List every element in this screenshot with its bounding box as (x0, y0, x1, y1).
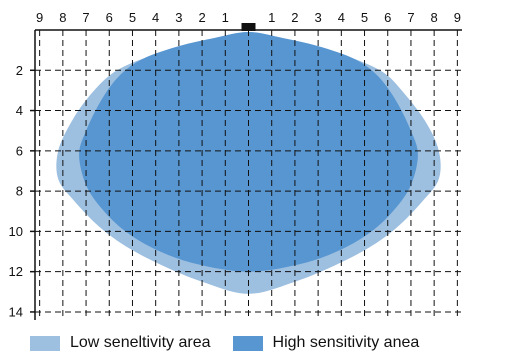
x-tick-label: 8 (431, 10, 438, 25)
x-tick-label: 7 (407, 10, 414, 25)
x-tick-label: 2 (291, 10, 298, 25)
legend-swatch-high-sensitivity (232, 335, 263, 351)
grid-layer (35, 30, 462, 320)
legend: Low seneltivity area High sensitivity an… (30, 334, 419, 352)
y-tick-label: 10 (9, 224, 23, 239)
x-tick-label: 1 (268, 10, 275, 25)
x-tick-label: 5 (129, 10, 136, 25)
legend-item-high-sensitivity: High sensitivity anea (232, 334, 420, 352)
legend-label-high-sensitivity: High sensitivity anea (272, 334, 420, 351)
x-tick-label: 1 (222, 10, 229, 25)
x-tick-label: 6 (106, 10, 113, 25)
legend-swatch-low-sensitivity (30, 335, 60, 351)
y-tick-label: 2 (16, 63, 23, 78)
y-tick-label: 8 (16, 184, 23, 199)
y-tick-label: 4 (16, 103, 23, 118)
x-tick-label: 3 (175, 10, 182, 25)
x-tick-label: 8 (59, 10, 66, 25)
legend-item-low-sensitivity: Low seneltivity area (30, 334, 211, 352)
y-tick-label: 12 (9, 264, 23, 279)
x-tick-label: 4 (338, 10, 345, 25)
axis-layer (30, 23, 462, 320)
x-tick-label: 5 (361, 10, 368, 25)
x-tick-label: 9 (454, 10, 461, 25)
x-tick-label: 9 (36, 10, 43, 25)
y-tick-label: 6 (16, 143, 23, 158)
legend-label-low-sensitivity: Low seneltivity area (70, 334, 211, 351)
x-tick-label: 4 (152, 10, 159, 25)
sensor-marker (241, 23, 256, 31)
x-tick-label: 3 (315, 10, 322, 25)
y-tick-label: 14 (9, 304, 23, 319)
x-tick-label: 2 (198, 10, 205, 25)
x-tick-label: 7 (82, 10, 89, 25)
x-tick-label: 6 (384, 10, 391, 25)
